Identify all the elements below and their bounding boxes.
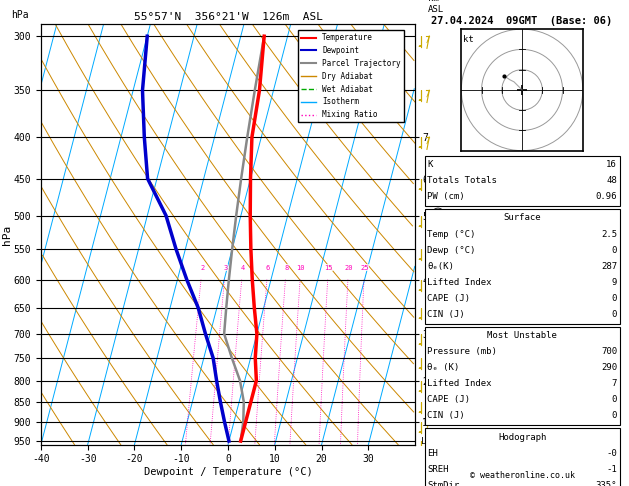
Text: 0: 0 [611,395,617,404]
Text: kt: kt [464,35,474,44]
Text: 290: 290 [601,363,617,372]
Text: 16: 16 [606,160,617,169]
Text: 287: 287 [601,261,617,271]
Text: Lifted Index: Lifted Index [427,379,492,388]
Text: 6: 6 [265,265,270,271]
Text: 25: 25 [360,265,369,271]
Text: Hodograph: Hodograph [498,433,546,442]
Text: CIN (J): CIN (J) [427,411,465,420]
Text: Dewp (°C): Dewp (°C) [427,245,476,255]
Title: 55°57'N  356°21'W  126m  ASL: 55°57'N 356°21'W 126m ASL [133,12,323,22]
Text: © weatheronline.co.uk: © weatheronline.co.uk [470,471,574,480]
Text: θₑ(K): θₑ(K) [427,261,454,271]
Text: CAPE (J): CAPE (J) [427,395,470,404]
Y-axis label: hPa: hPa [2,225,12,244]
Text: Pressure (mb): Pressure (mb) [427,347,497,356]
Text: 20: 20 [344,265,353,271]
Text: StmDir: StmDir [427,481,459,486]
Text: hPa: hPa [11,10,28,20]
Text: Surface: Surface [503,213,541,223]
Text: EH: EH [427,449,438,458]
Text: SREH: SREH [427,465,448,474]
Text: 48: 48 [606,176,617,185]
Text: -0: -0 [606,449,617,458]
Text: 0: 0 [611,411,617,420]
Text: Temp (°C): Temp (°C) [427,229,476,239]
Text: 2.5: 2.5 [601,229,617,239]
Text: K: K [427,160,433,169]
Text: 0: 0 [611,245,617,255]
Text: 4: 4 [241,265,245,271]
Text: 2: 2 [200,265,204,271]
Text: Mixing Ratio (g/kg): Mixing Ratio (g/kg) [435,205,444,307]
Text: LCL: LCL [421,436,437,446]
Text: -1: -1 [606,465,617,474]
Text: 10: 10 [297,265,305,271]
Text: 3: 3 [223,265,228,271]
Text: CAPE (J): CAPE (J) [427,294,470,303]
Text: 700: 700 [601,347,617,356]
Text: 335°: 335° [596,481,617,486]
Text: 27.04.2024  09GMT  (Base: 06): 27.04.2024 09GMT (Base: 06) [431,16,613,26]
Text: Totals Totals: Totals Totals [427,176,497,185]
Text: CIN (J): CIN (J) [427,310,465,319]
Text: 7: 7 [611,379,617,388]
Text: km
ASL: km ASL [428,0,444,14]
Text: 8: 8 [284,265,288,271]
Text: 0: 0 [611,294,617,303]
Text: Most Unstable: Most Unstable [487,331,557,340]
Text: 0.96: 0.96 [596,192,617,201]
Text: θₑ (K): θₑ (K) [427,363,459,372]
Legend: Temperature, Dewpoint, Parcel Trajectory, Dry Adiabat, Wet Adiabat, Isotherm, Mi: Temperature, Dewpoint, Parcel Trajectory… [298,30,404,122]
X-axis label: Dewpoint / Temperature (°C): Dewpoint / Temperature (°C) [143,467,313,477]
Text: PW (cm): PW (cm) [427,192,465,201]
Text: 9: 9 [611,278,617,287]
Text: Lifted Index: Lifted Index [427,278,492,287]
Text: 15: 15 [324,265,333,271]
Text: 0: 0 [611,310,617,319]
